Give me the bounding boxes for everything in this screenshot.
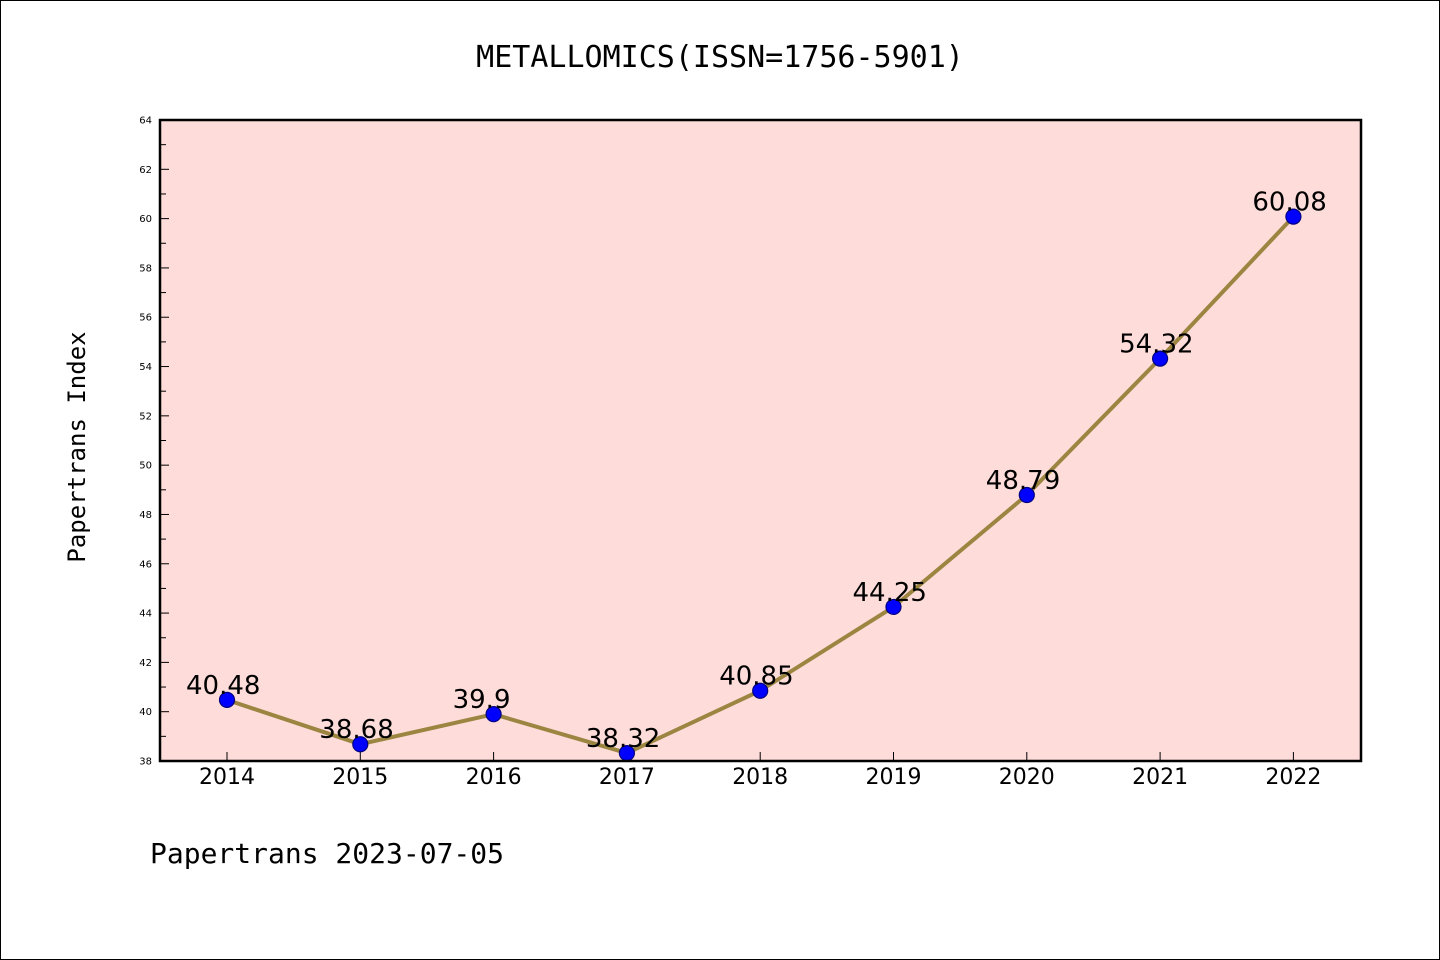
y-tick-label: 58 xyxy=(139,263,152,274)
data-label: 54.32 xyxy=(1119,330,1193,360)
plot-border xyxy=(158,118,1363,763)
footer-credit: Papertrans 2023-07-05 xyxy=(150,837,504,870)
x-tick-label: 2019 xyxy=(866,765,922,790)
y-tick-label: 60 xyxy=(139,214,152,225)
y-tick-label: 50 xyxy=(139,461,152,472)
y-tick-label: 38 xyxy=(139,757,152,768)
data-point xyxy=(885,598,902,616)
data-point xyxy=(1151,350,1169,367)
data-point xyxy=(752,682,769,699)
data-label: 38.32 xyxy=(586,724,660,754)
data-point xyxy=(1018,486,1035,504)
data-label: 38.68 xyxy=(319,715,393,745)
chart-title: METALLOMICS(ISSN=1756-5901) xyxy=(476,40,964,75)
y-tick-label: 54 xyxy=(139,362,152,373)
data-label: 48.79 xyxy=(986,466,1060,496)
data-point xyxy=(352,736,369,753)
data-label: 40.85 xyxy=(719,662,793,692)
y-tick-label: 46 xyxy=(139,559,152,570)
series-layer: 40.48 38.68 39.9 38.32 40.85 44.25 48.79 54.32 6… xyxy=(186,188,1327,762)
x-tick-label: 2015 xyxy=(332,765,388,790)
x-tick-label: 2016 xyxy=(466,765,522,790)
data-label: 44.25 xyxy=(853,578,927,608)
x-tick-label: 2014 xyxy=(199,765,255,790)
data-label: 39.9 xyxy=(453,685,511,715)
data-label: 60.08 xyxy=(1252,188,1326,218)
x-tick-label: 2018 xyxy=(732,765,788,790)
data-point xyxy=(218,691,236,708)
x-tick-label: 2022 xyxy=(1265,765,1321,790)
y-tick-label: 62 xyxy=(139,165,152,176)
y-tick-label: 42 xyxy=(139,658,152,669)
x-axis-ticks: 2014 2015 2016 2017 2018 2019 2020 2021 2022 xyxy=(199,752,1321,790)
y-axis-label: Papertrans Index xyxy=(63,331,91,562)
data-label: 40.48 xyxy=(186,671,260,701)
x-tick-label: 2021 xyxy=(1132,765,1188,790)
data-point xyxy=(1285,208,1302,225)
plot-area xyxy=(160,120,1361,761)
y-tick-label: 52 xyxy=(139,411,152,422)
y-tick-label: 40 xyxy=(139,707,152,718)
y-tick-label: 44 xyxy=(139,609,152,620)
x-tick-label: 2020 xyxy=(999,765,1055,790)
data-point xyxy=(485,706,502,723)
y-tick-label: 48 xyxy=(139,510,152,521)
x-tick-label: 2017 xyxy=(599,765,655,790)
y-tick-label: 56 xyxy=(139,313,152,324)
y-tick-label: 64 xyxy=(139,116,152,127)
